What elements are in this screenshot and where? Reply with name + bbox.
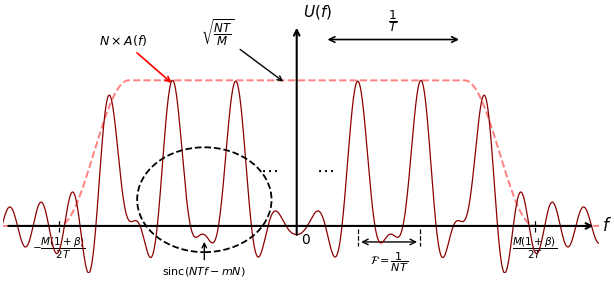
Text: $0$: $0$ [301,233,311,247]
Text: $\mathrm{sinc}(NTf-mN)$: $\mathrm{sinc}(NTf-mN)$ [163,243,246,278]
Text: $\sqrt{\dfrac{NT}{M}}$: $\sqrt{\dfrac{NT}{M}}$ [201,18,282,81]
Text: $\mathcal{F}=\dfrac{1}{NT}$: $\mathcal{F}=\dfrac{1}{NT}$ [370,251,408,274]
Text: $U(f)$: $U(f)$ [303,3,332,21]
Text: $\cdots$: $\cdots$ [316,162,333,180]
Text: $\dfrac{M(1+\beta)}{2T}$: $\dfrac{M(1+\beta)}{2T}$ [512,236,557,261]
Text: $N \times A(f)$: $N \times A(f)$ [99,33,170,81]
Text: $\dfrac{1}{T}$: $\dfrac{1}{T}$ [388,8,398,34]
Text: $-\dfrac{M(1+\beta)}{2T}$: $-\dfrac{M(1+\beta)}{2T}$ [32,236,85,261]
Text: $\cdots$: $\cdots$ [260,162,278,180]
Text: $f$: $f$ [602,217,612,235]
